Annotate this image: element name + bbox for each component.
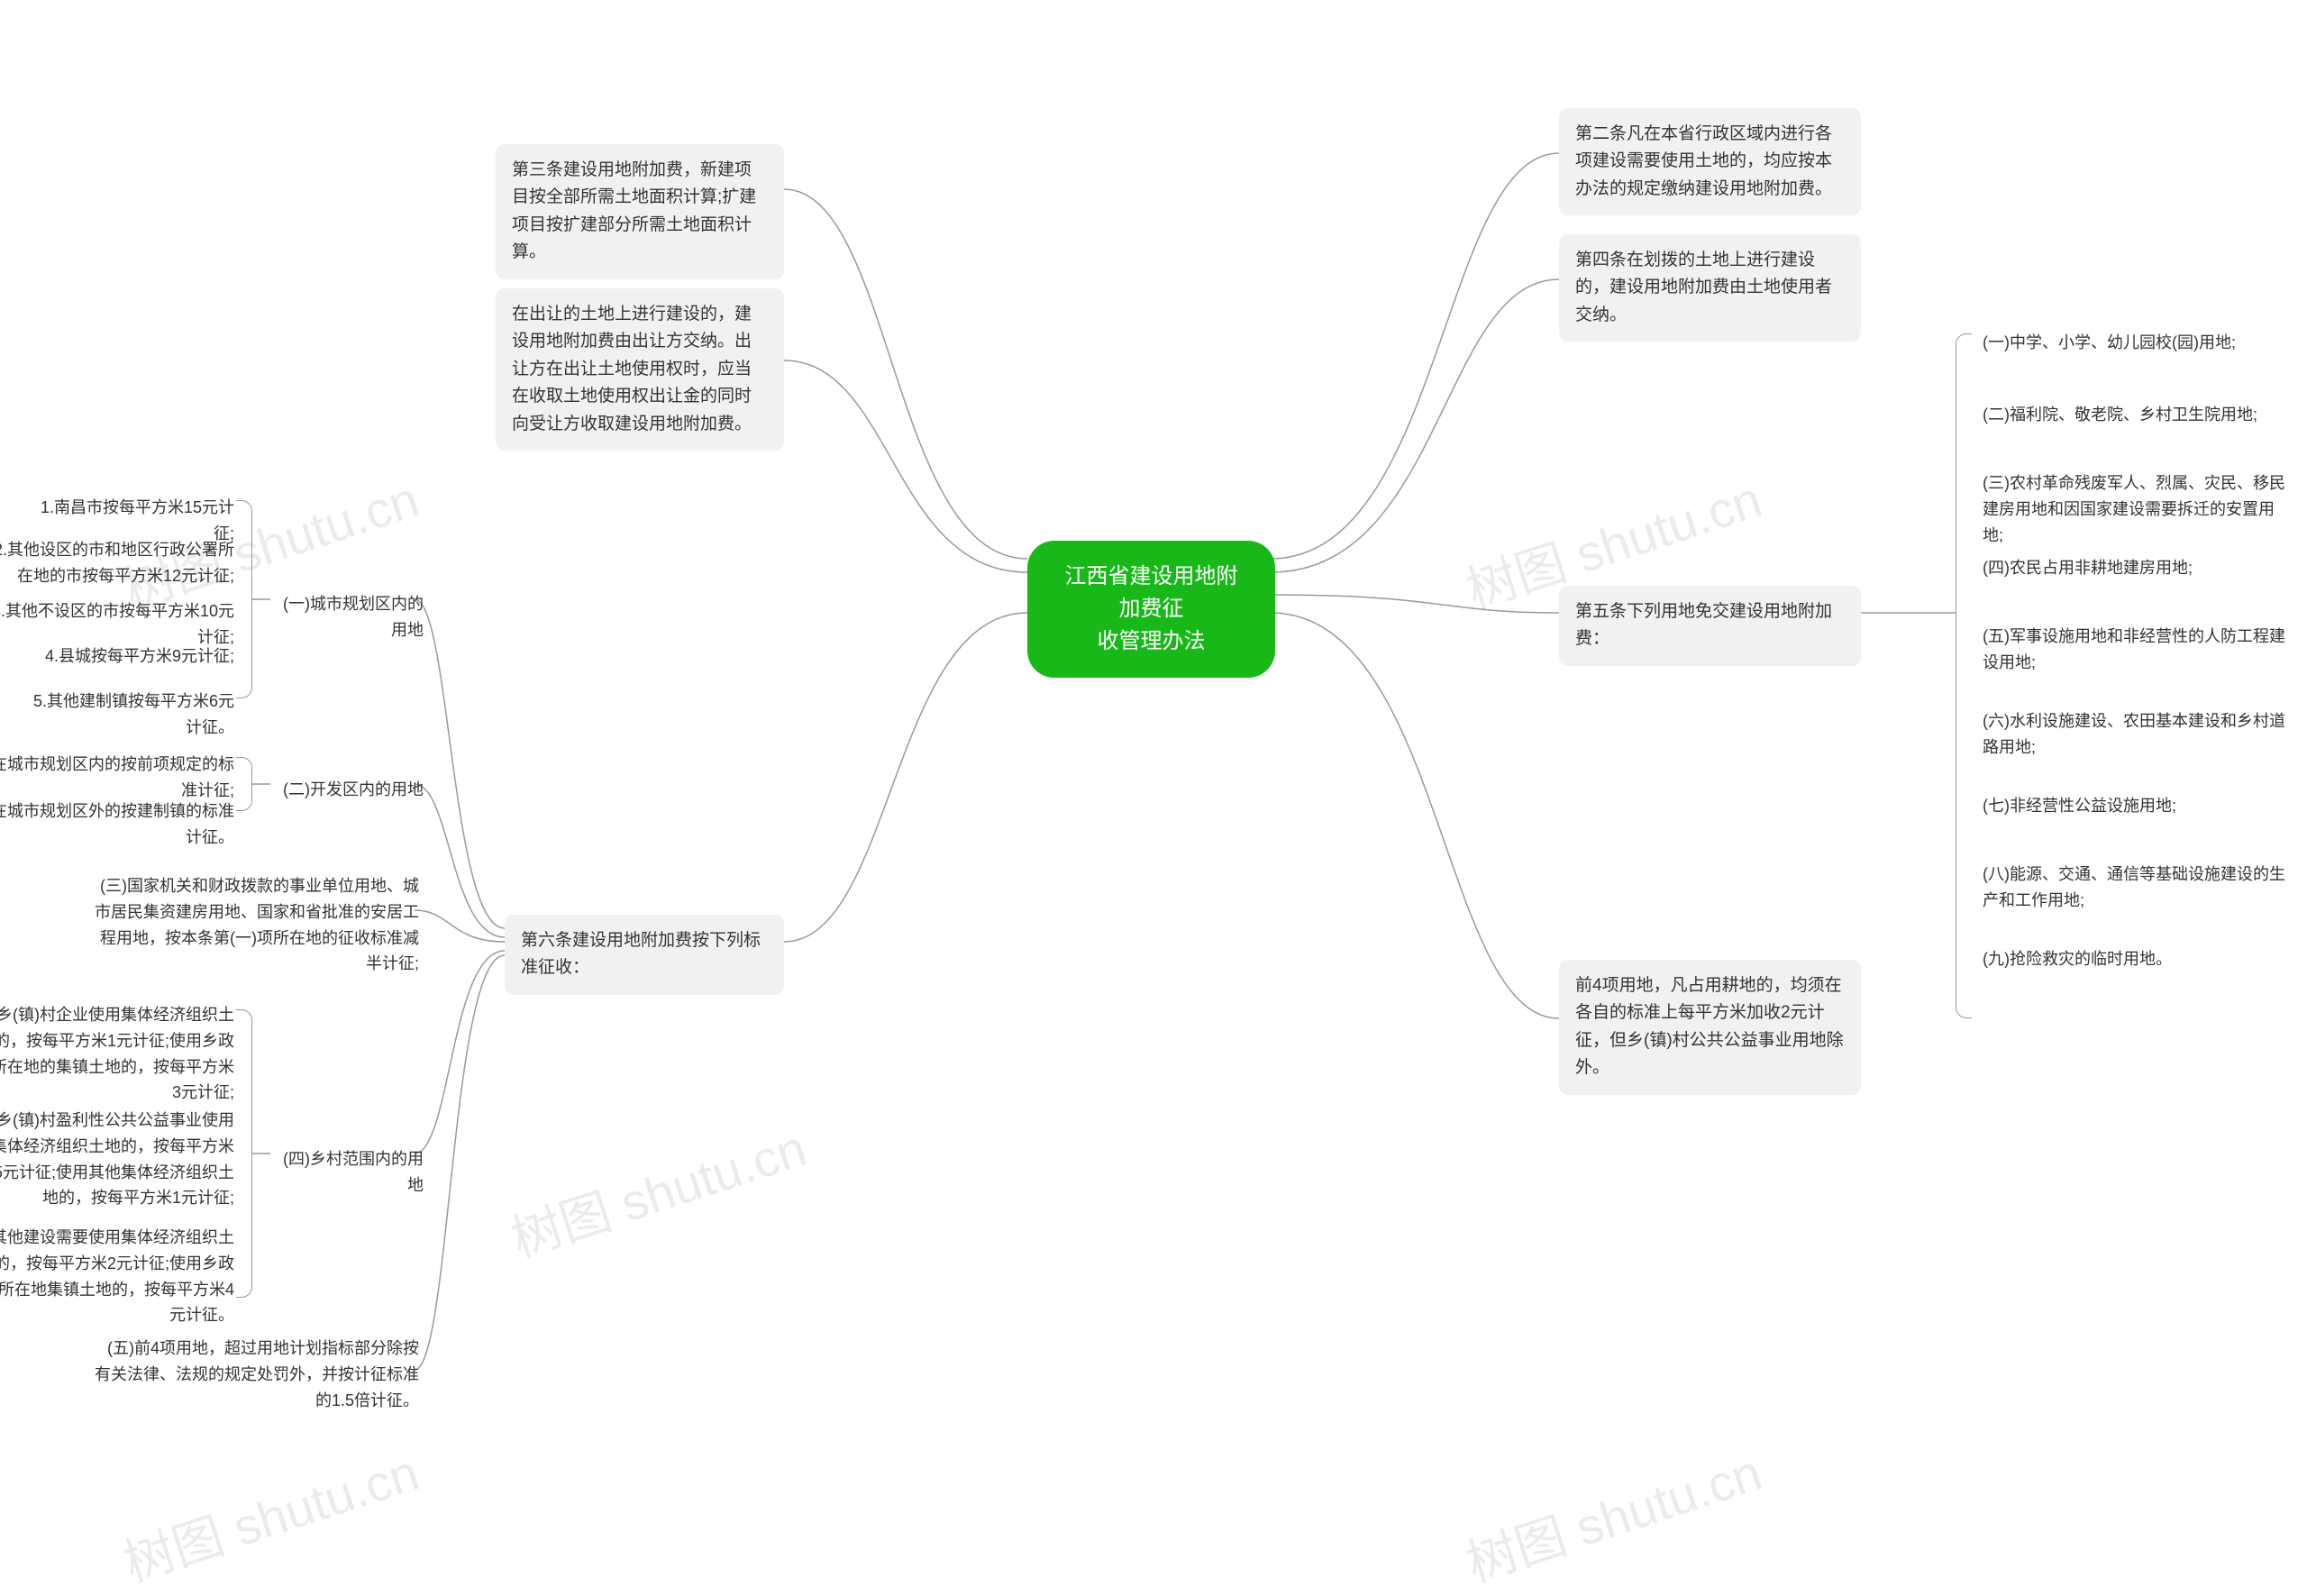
r3-c7: (七)非经营性公益设施用地; [1983, 789, 2289, 823]
bracket-r3 [1956, 333, 1972, 1018]
l3-g3-label: (三)国家机关和财政拨款的事业单位用地、城市居民集资建房用地、国家和省批准的安居… [95, 870, 419, 980]
node-l1: 第三条建设用地附加费，新建项目按全部所需土地面积计算;扩建项目按扩建部分所需土地… [496, 144, 784, 279]
r3-c1: (一)中学、小学、幼儿园校(园)用地; [1983, 326, 2289, 360]
l3-g1-label: (一)城市规划区内的用地 [270, 588, 424, 647]
node-r3: 第五条下列用地免交建设用地附加费： [1559, 586, 1861, 666]
r3-c2: (二)福利院、敬老院、乡村卫生院用地; [1983, 398, 2289, 432]
g1-i2: 2.其他设区的市和地区行政公署所在地的市按每平方米12元计征; [0, 534, 234, 593]
center-title-line2: 收管理办法 [1098, 629, 1206, 653]
bracket-g4 [236, 1009, 252, 1298]
g4-i3: 3.其他建设需要使用集体经济组织土地的，按每平方米2元计征;使用乡政府所在地集镇… [0, 1221, 234, 1332]
g1-i5: 5.其他建制镇按每平方米6元计征。 [18, 685, 234, 744]
center-title-line1: 江西省建设用地附加费征 [1065, 564, 1238, 621]
r3-c5: (五)军事设施用地和非经营性的人防工程建设用地; [1983, 620, 2289, 679]
l3-g4-label: (四)乡村范围内的用地 [270, 1143, 424, 1202]
g1-i4: 4.县城按每平方米9元计征; [36, 640, 234, 673]
r3-c6: (六)水利设施建设、农田基本建设和乡村道路用地; [1983, 705, 2289, 764]
r3-c8: (八)能源、交通、通信等基础设施建设的生产和工作用地; [1983, 858, 2289, 917]
watermark: 树图 shutu.cn [1456, 1433, 1770, 1596]
l3-g2-label: (二)开发区内的用地 [270, 773, 424, 807]
g2-i2: 2.在城市规划区外的按建制镇的标准计征。 [0, 795, 234, 854]
node-l2: 在出让的土地上进行建设的，建设用地附加费由出让方交纳。出让方在出让土地使用权时，… [496, 288, 784, 451]
g4-i1: 1.乡(镇)村企业使用集体经济组织土地的，按每平方米1元计征;使用乡政府所在地的… [0, 999, 234, 1109]
watermark: 树图 shutu.cn [501, 1108, 815, 1272]
bracket-g1 [236, 500, 252, 698]
node-r2: 第四条在划拨的土地上进行建设的，建设用地附加费由土地使用者交纳。 [1559, 234, 1861, 342]
node-r4: 前4项用地，凡占用耕地的，均须在各自的标准上每平方米加收2元计征，但乡(镇)村公… [1559, 960, 1861, 1095]
r3-c3: (三)农村革命残废军人、烈属、灾民、移民建房用地和因国家建设需要拆迁的安置用地; [1983, 467, 2289, 552]
watermark: 树图 shutu.cn [114, 1433, 427, 1596]
bracket-g2 [236, 757, 252, 811]
r3-c4: (四)农民占用非耕地建房用地; [1983, 552, 2289, 585]
r3-c9: (九)抢险救灾的临时用地。 [1983, 943, 2289, 976]
node-l3: 第六条建设用地附加费按下列标准征收： [505, 915, 784, 995]
g4-i2: 2.乡(镇)村盈利性公共公益事业使用本集体经济组织土地的，按每平方米0.5元计征… [0, 1104, 234, 1215]
node-r1: 第二条凡在本省行政区域内进行各项建设需要使用土地的，均应按本办法的规定缴纳建设用… [1559, 108, 1861, 215]
l3-g5-label: (五)前4项用地，超过用地计划指标部分除按有关法律、法规的规定处罚外，并按计征标… [95, 1332, 419, 1417]
center-title: 江西省建设用地附加费征 收管理办法 [1027, 541, 1275, 678]
